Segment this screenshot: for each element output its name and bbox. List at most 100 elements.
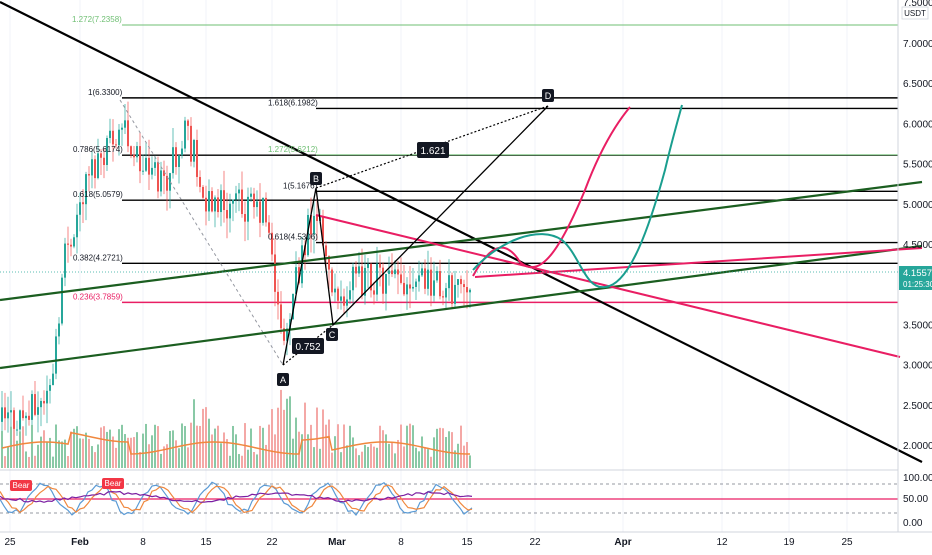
volume-bar bbox=[280, 389, 282, 468]
candle-body bbox=[49, 385, 51, 391]
candle-body bbox=[121, 127, 123, 130]
volume-bar bbox=[136, 432, 138, 468]
candle-body bbox=[235, 193, 237, 200]
price-tick-4: 5.0000 bbox=[903, 200, 932, 211]
candle-body bbox=[190, 125, 192, 162]
volume-bar bbox=[229, 455, 231, 468]
candle-body bbox=[343, 296, 345, 306]
volume-bar bbox=[28, 456, 30, 468]
candle-body bbox=[328, 256, 330, 270]
date-tick-11: 19 bbox=[783, 537, 795, 548]
candle-body bbox=[334, 288, 336, 293]
osc-tick-2: 0.00 bbox=[903, 518, 923, 529]
volume-bar bbox=[226, 439, 228, 468]
candle-body bbox=[331, 269, 333, 293]
volume-bar bbox=[58, 440, 60, 468]
volume-ma-line bbox=[1, 431, 471, 455]
volume-bar bbox=[196, 425, 198, 468]
candle-body bbox=[370, 264, 372, 291]
candle-body bbox=[67, 243, 69, 245]
volume-bar bbox=[415, 447, 417, 468]
candle-body bbox=[157, 162, 159, 192]
candle-body bbox=[154, 162, 156, 168]
black-downtrend-line bbox=[0, 1, 923, 463]
volume-bar bbox=[352, 437, 354, 468]
volume-bar bbox=[238, 454, 240, 468]
candle-body bbox=[76, 214, 78, 238]
price-tick-9: 2.5000 bbox=[903, 401, 932, 412]
volume-bar bbox=[268, 424, 270, 468]
volume-bar bbox=[385, 434, 387, 468]
candle-body bbox=[268, 222, 270, 233]
candle-body bbox=[175, 147, 177, 168]
volume-bar bbox=[97, 444, 99, 468]
volume-bar bbox=[436, 428, 438, 468]
date-tick-4: 22 bbox=[266, 537, 278, 548]
volume-bar bbox=[25, 451, 27, 468]
candle-body bbox=[364, 267, 366, 296]
candle-body bbox=[265, 197, 267, 223]
ratio-badge-bg-1 bbox=[292, 338, 324, 354]
pattern-point-B: B bbox=[313, 174, 319, 184]
fib-levels bbox=[122, 24, 898, 304]
volume-bar bbox=[427, 449, 429, 468]
volume-bar bbox=[406, 425, 408, 468]
candle-body bbox=[16, 429, 18, 431]
pattern-points: A B C D bbox=[277, 89, 554, 386]
candle-body bbox=[280, 304, 282, 329]
candle-body bbox=[358, 266, 360, 274]
candle-body bbox=[97, 153, 99, 179]
candle-body bbox=[406, 284, 408, 295]
volume-bar bbox=[88, 438, 90, 468]
volume-bar bbox=[208, 418, 210, 468]
time-axis[interactable]: 25 Feb 8 15 22 Mar 8 15 22 Apr 12 19 25 bbox=[0, 531, 932, 548]
volume-bar bbox=[100, 427, 102, 468]
candle-body bbox=[172, 147, 174, 174]
osc-tick-1: 50.00 bbox=[903, 494, 928, 505]
candle-body bbox=[355, 266, 357, 274]
volume-bar bbox=[409, 423, 411, 468]
volume-bar bbox=[289, 396, 291, 468]
currency-badge[interactable] bbox=[901, 6, 929, 20]
volume-bar bbox=[70, 431, 72, 468]
volume-bar bbox=[85, 432, 87, 468]
bear-label-bg-2 bbox=[102, 478, 124, 489]
candle-body bbox=[391, 270, 393, 275]
volume-bar bbox=[358, 455, 360, 468]
candle-body bbox=[367, 264, 369, 268]
volume-bar bbox=[187, 447, 189, 468]
dashed-retrace-line bbox=[119, 99, 284, 366]
volume-bar bbox=[319, 448, 321, 468]
candle-body bbox=[37, 407, 39, 415]
candle-body bbox=[7, 412, 9, 419]
candle-body bbox=[193, 139, 195, 162]
volume-bar bbox=[367, 446, 369, 468]
volume-bar bbox=[31, 424, 33, 468]
candle-body bbox=[373, 290, 375, 295]
candle-body bbox=[250, 193, 252, 197]
candle-body bbox=[292, 293, 294, 320]
fib-label-1: 1(6.3300) bbox=[88, 88, 123, 97]
volume-bar bbox=[451, 432, 453, 468]
volume-bar bbox=[184, 426, 186, 468]
candle-body bbox=[79, 202, 81, 215]
candle-body bbox=[307, 214, 309, 256]
volume-bar bbox=[127, 437, 129, 468]
candle-body bbox=[469, 289, 471, 293]
volume-bar bbox=[412, 425, 414, 468]
price-axis[interactable]: 7.5000 USDT 7.0000 6.5000 6.0000 5.5000 5.00… bbox=[897, 0, 932, 532]
volume-bar bbox=[454, 450, 456, 468]
currency-label: USDT bbox=[904, 9, 926, 18]
volume-bar bbox=[256, 454, 258, 468]
candle-body bbox=[145, 157, 147, 171]
volume-bar bbox=[22, 426, 24, 468]
pattern-point-D: D bbox=[545, 91, 552, 101]
volume-bar bbox=[178, 448, 180, 468]
ratio-badge-2: 1.621 bbox=[420, 146, 445, 157]
volume-bar bbox=[421, 436, 423, 468]
candle-body bbox=[22, 410, 24, 419]
volume-bar bbox=[331, 452, 333, 468]
date-tick-8: 22 bbox=[529, 537, 541, 548]
